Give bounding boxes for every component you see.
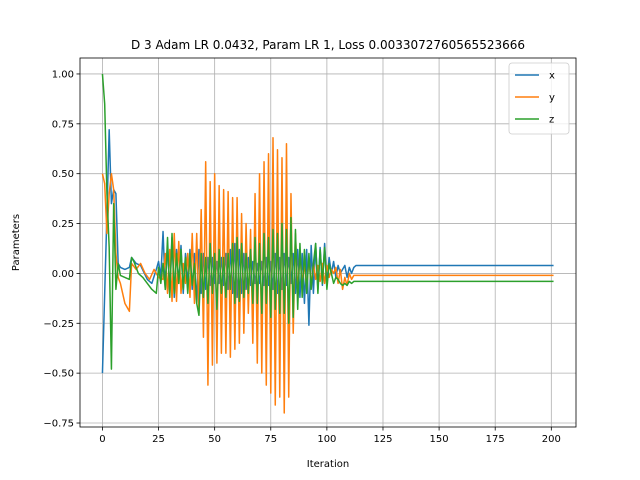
x-axis-label: Iteration: [307, 459, 349, 470]
x-tick-label: 150: [430, 434, 449, 445]
x-tick-label: 50: [208, 434, 221, 445]
chart-title: D 3 Adam LR 0.0432, Param LR 1, Loss 0.0…: [131, 38, 525, 52]
x-tick-label: 100: [317, 434, 336, 445]
y-tick-label: 0.50: [52, 169, 74, 180]
x-tick-label: 0: [99, 434, 105, 445]
y-tick-label: −0.75: [43, 419, 74, 430]
y-tick-label: −0.25: [43, 319, 74, 330]
plot-frame: [79, 57, 577, 428]
y-tick-label: 0.00: [52, 269, 74, 280]
legend-box: [508, 62, 570, 135]
grid: [80, 58, 576, 427]
legend-label-y: y: [549, 93, 555, 104]
x-tick-label: 125: [373, 434, 392, 445]
y-tick-label: −0.50: [43, 369, 74, 380]
x-tick-label: 200: [542, 434, 561, 445]
series-lines: [101, 73, 554, 414]
legend: xyz: [508, 62, 570, 135]
y-axis-label: Parameters: [11, 214, 22, 271]
x-tick-label: 75: [264, 434, 277, 445]
series-line-z: [101, 73, 554, 370]
y-tick-label: 1.00: [52, 69, 74, 80]
x-tick-label: 25: [152, 434, 165, 445]
y-tick-label: 0.75: [52, 119, 74, 130]
legend-label-z: z: [549, 115, 554, 126]
y-tick-label: 0.25: [52, 219, 74, 230]
axis-ticks: 0 25 50 75 100 125 150 175 200 −0.75 −0.50 −0.25 0.0…: [43, 69, 561, 445]
x-tick-label: 175: [486, 434, 505, 445]
legend-label-x: x: [549, 71, 555, 82]
